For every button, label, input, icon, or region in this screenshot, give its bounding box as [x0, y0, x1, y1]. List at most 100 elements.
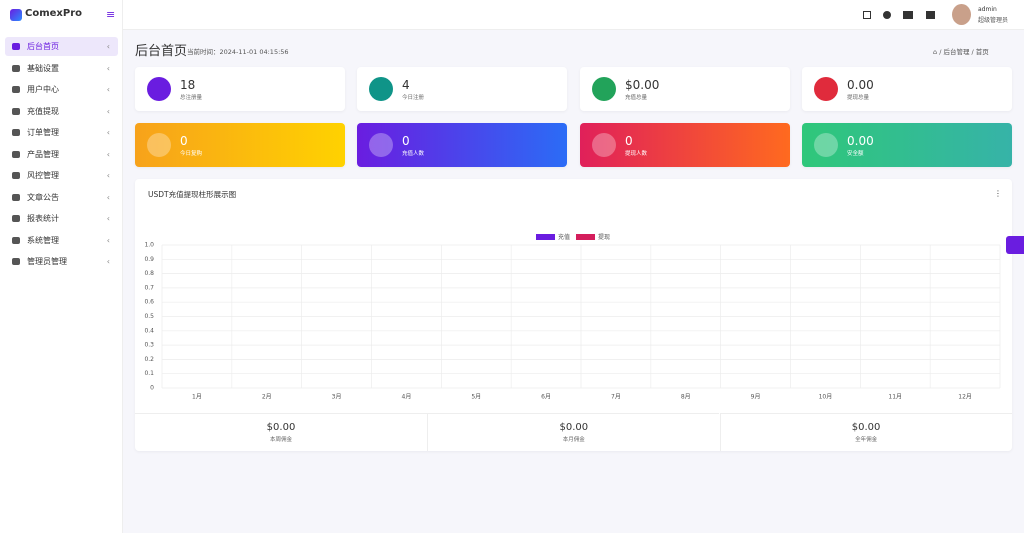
stat-card: 0.00 提现总量 — [802, 67, 1012, 111]
x-tick-label: 7月 — [611, 394, 621, 401]
menu-label: 后台首页 — [27, 42, 59, 51]
y-tick-label: 0 — [150, 385, 154, 392]
y-tick-label: 0.7 — [144, 284, 154, 291]
menu-icon — [12, 107, 20, 115]
current-time: 当前时间：2024-11-01 04:15:56 — [187, 48, 289, 56]
summary-value: $0.00 — [266, 422, 296, 433]
menu-icon — [12, 172, 20, 179]
dark-mode-icon[interactable] — [883, 11, 891, 19]
menu-icon — [12, 258, 20, 265]
stat-label: 安全额 — [847, 151, 864, 157]
summary-label: 全年佣金 — [855, 437, 878, 443]
y-tick-label: 0.4 — [144, 327, 154, 334]
summary-item: $0.00 全年佣金 — [719, 413, 1012, 451]
stat-value: 0 — [625, 134, 633, 148]
summary-value: $0.00 — [559, 422, 589, 433]
menu-item[interactable]: 产品管理 — [5, 145, 118, 164]
menu-item[interactable]: 管理员管理 — [5, 252, 118, 271]
stat-label: 总注册量 — [180, 95, 203, 101]
stat-icon — [369, 133, 393, 157]
more-menu[interactable]: ⋮ — [994, 189, 1002, 198]
stat-value: 0.00 — [847, 134, 874, 148]
menu-icon — [12, 43, 20, 50]
chart-title: USDT充值提现柱形展示图 — [148, 190, 237, 199]
user-role: 超级管理员 — [978, 17, 1009, 24]
stat-icon — [814, 77, 838, 101]
stat-label: 提现总量 — [847, 95, 870, 101]
sidebar: ComexPro ≡ 后台首页基础设置用户中心充值提现订单管理产品管理风控管理文… — [0, 0, 123, 533]
fullscreen-icon[interactable] — [863, 11, 871, 19]
menu-icon — [12, 236, 20, 244]
user-name: admin — [978, 6, 997, 13]
stat-card: $0.00 充值总量 — [580, 67, 790, 111]
menu-item[interactable]: 后台首页 — [5, 37, 118, 56]
menu-icon — [12, 150, 20, 158]
y-tick-label: 0.5 — [144, 313, 154, 320]
stat-card: 18 总注册量 — [135, 67, 345, 111]
breadcrumb-item[interactable]: 后台管理 — [943, 48, 970, 56]
y-tick-label: 0.2 — [144, 356, 154, 363]
money-icon[interactable] — [903, 11, 913, 19]
x-tick-label: 5月 — [471, 394, 481, 401]
x-tick-label: 4月 — [402, 394, 412, 401]
x-tick-label: 2月 — [262, 394, 272, 401]
menu-icon — [12, 129, 20, 136]
menu-label: 风控管理 — [27, 171, 59, 180]
menu-label: 基础设置 — [27, 63, 59, 73]
stat-label: 今日注册 — [402, 95, 425, 101]
menu-item[interactable]: 文章公告 — [5, 188, 118, 207]
message-icon[interactable] — [926, 11, 935, 19]
stat-label: 充值总量 — [625, 95, 648, 101]
summary-label: 本月佣金 — [562, 437, 585, 443]
menu-label: 系统管理 — [27, 235, 59, 245]
avatar[interactable] — [952, 4, 971, 25]
x-tick-label: 10月 — [819, 394, 833, 401]
menu-label: 报表统计 — [27, 214, 59, 223]
menu-label: 充值提现 — [27, 106, 59, 116]
stat-value: 18 — [180, 78, 196, 92]
y-tick-label: 1.0 — [144, 242, 154, 249]
settings-button[interactable] — [1006, 236, 1024, 254]
chart: 0 0.1 0.2 0.3 0.4 0.5 0.6 0.7 0.8 0.9 1.0 1月 2月 3月 4月 5… — [144, 233, 1001, 401]
menu-icon — [12, 86, 20, 93]
menu-item[interactable]: 用户中心 — [5, 80, 118, 99]
y-tick-label: 0.3 — [144, 342, 154, 349]
legend-swatch — [576, 234, 595, 240]
stat-icon — [592, 133, 616, 157]
top-bar: admin 超级管理员 — [123, 0, 1024, 30]
stat-label: 充值人数 — [402, 151, 425, 157]
legend-label: 提现 — [598, 233, 610, 241]
breadcrumb-item: 首页 — [975, 48, 989, 56]
page-title: 后台首页 — [135, 44, 188, 59]
menu-icon — [12, 193, 20, 201]
stat-value: 4 — [402, 78, 410, 92]
summary-item: $0.00 本周佣金 — [135, 413, 427, 451]
menu-item[interactable]: 充值提现 — [5, 102, 118, 121]
stat-card: 4 今日注册 — [357, 67, 567, 111]
stat-icon — [369, 77, 393, 101]
x-tick-label: 6月 — [541, 394, 551, 401]
x-tick-label: 11月 — [888, 394, 902, 401]
chart-card: USDT充值提现柱形展示图 ⋮ 0 0.1 0.2 0.3 0.4 0.5 0.6 0.7 0.… — [135, 179, 1012, 451]
y-tick-label: 0.8 — [144, 270, 154, 277]
menu-item[interactable]: 报表统计 — [5, 209, 118, 228]
y-tick-label: 0.6 — [144, 299, 154, 306]
menu-label: 订单管理 — [27, 128, 59, 137]
brand: ComexPro — [25, 8, 82, 19]
summary-value: $0.00 — [851, 422, 881, 433]
menu-item[interactable]: 订单管理 — [5, 123, 118, 142]
stat-value: $0.00 — [625, 78, 660, 92]
y-tick-label: 0.9 — [144, 256, 154, 263]
stat-card: 0.00 安全额 — [802, 123, 1012, 167]
summary-label: 本周佣金 — [269, 437, 292, 443]
stat-card: 0 充值人数 — [357, 123, 567, 167]
menu-icon — [12, 64, 20, 72]
menu-toggle[interactable]: ≡ — [106, 8, 116, 21]
menu-item[interactable]: 风控管理 — [5, 166, 118, 185]
stat-icon — [147, 77, 171, 101]
stat-value: 0 — [180, 134, 188, 148]
menu-item[interactable]: 基础设置 — [5, 59, 118, 78]
menu-item[interactable]: 系统管理 — [5, 231, 118, 250]
legend-swatch — [536, 234, 555, 240]
